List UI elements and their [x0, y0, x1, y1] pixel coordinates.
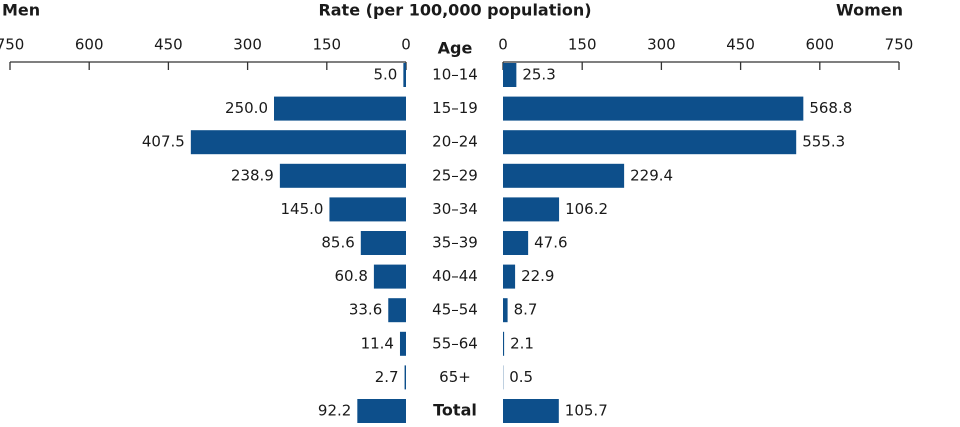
bar	[190, 130, 406, 155]
bar	[404, 365, 406, 390]
value-label: 60.8	[334, 267, 367, 285]
bar	[503, 163, 625, 188]
x-tick-label: 450	[154, 36, 183, 54]
women-header: Women	[836, 1, 903, 20]
x-tick-label: 150	[312, 36, 341, 54]
category-label: 40–44	[432, 267, 478, 285]
x-tick-label: 300	[233, 36, 262, 54]
x-tick-label: 300	[647, 36, 676, 54]
bar	[360, 231, 406, 255]
category-label: 20–24	[432, 133, 478, 151]
bar	[503, 331, 505, 356]
category-label: 65+	[439, 368, 471, 386]
value-label: 238.9	[231, 166, 274, 184]
category-label: 55–64	[432, 334, 478, 352]
bar	[388, 298, 406, 323]
category-label: 10–14	[432, 66, 478, 84]
value-label: 105.7	[565, 402, 608, 420]
bar	[274, 96, 406, 121]
value-label: 22.9	[521, 267, 554, 285]
value-label: 33.6	[349, 301, 382, 319]
bar	[503, 399, 559, 423]
value-label: 555.3	[802, 133, 845, 151]
bar	[279, 163, 406, 188]
category-header: Age	[438, 39, 473, 58]
bar	[503, 197, 560, 222]
bar	[403, 63, 406, 87]
x-tick-label: 450	[726, 36, 755, 54]
x-tick-label: 150	[568, 36, 597, 54]
bar	[503, 298, 508, 323]
x-tick-label: 600	[805, 36, 834, 54]
bar	[503, 264, 516, 289]
value-label: 145.0	[280, 200, 323, 218]
value-label: 568.8	[809, 99, 852, 117]
category-label: 35–39	[432, 234, 478, 252]
bar	[329, 197, 406, 222]
value-label: 250.0	[225, 99, 268, 117]
value-label: 5.0	[374, 66, 398, 84]
x-tick-label: 600	[75, 36, 104, 54]
value-label: 407.5	[142, 133, 185, 151]
men-header: Men	[2, 1, 40, 20]
bar	[399, 331, 406, 356]
x-tick-label: 0	[498, 36, 508, 54]
value-label: 2.7	[375, 368, 399, 386]
x-tick-label: 0	[401, 36, 411, 54]
value-label: 0.5	[509, 368, 533, 386]
bar	[503, 231, 529, 255]
category-label: 15–19	[432, 99, 478, 117]
bar	[357, 399, 406, 423]
value-label: 92.2	[318, 402, 351, 420]
bar	[503, 130, 797, 155]
total-label: Total	[433, 401, 477, 420]
bar	[373, 264, 406, 289]
category-label: 25–29	[432, 166, 478, 184]
bar	[503, 63, 517, 87]
value-label: 2.1	[510, 334, 534, 352]
value-label: 25.3	[522, 66, 555, 84]
value-label: 229.4	[630, 166, 673, 184]
bar	[503, 96, 804, 121]
chart-title: Rate (per 100,000 population)	[318, 1, 591, 20]
value-label: 85.6	[321, 234, 354, 252]
value-label: 11.4	[361, 334, 394, 352]
x-tick-label: 750	[885, 36, 914, 54]
x-tick-label: 750	[0, 36, 24, 54]
category-label: 45–54	[432, 301, 478, 319]
value-label: 8.7	[514, 301, 538, 319]
category-label: 30–34	[432, 200, 478, 218]
value-label: 106.2	[565, 200, 608, 218]
value-label: 47.6	[534, 234, 567, 252]
